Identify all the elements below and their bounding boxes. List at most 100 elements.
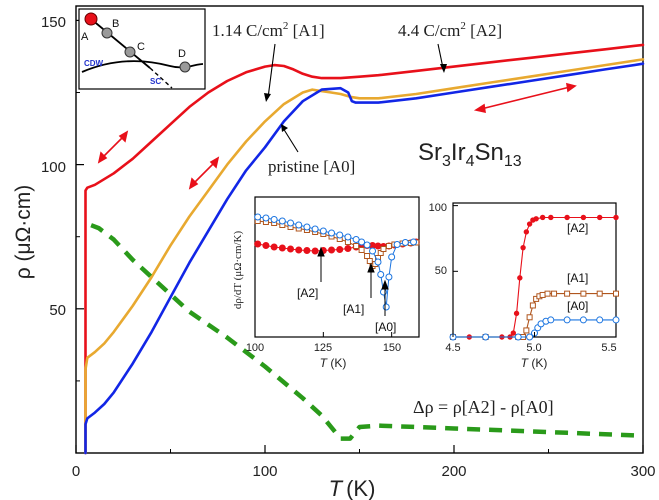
x-tick-label: 300	[630, 463, 655, 480]
derivative-series	[254, 213, 420, 311]
transition-inset-frame	[452, 202, 617, 338]
transition-label-a0: [A0]	[567, 299, 588, 313]
derivative-point-A0	[328, 229, 336, 237]
transition-point-A1	[526, 314, 533, 321]
pointer-pristine	[282, 127, 299, 153]
derivative-label-a1: [A1]	[343, 302, 364, 316]
series-line-A0	[84, 62, 645, 455]
x-tick-label: 100	[252, 463, 277, 480]
derivative-point-A0	[303, 223, 311, 231]
transition-y-tick: 100	[429, 202, 447, 214]
transition-point-A2	[533, 216, 539, 222]
sc-boundary-dashed	[149, 67, 173, 89]
phase-diagram-inset: A B C D CDW SC	[78, 8, 206, 90]
derivative-point-A0	[393, 241, 401, 248]
x-axis-label: T (K)	[329, 476, 376, 500]
cdw-boundary	[81, 60, 204, 73]
derivative-inset: 100 125 150 T (K) dρ/dT (μΩ·cm/K) [A2] […	[232, 196, 420, 370]
derivative-point-A1	[364, 253, 371, 259]
transition-y-tick: 50	[435, 265, 447, 277]
derivative-point-A0	[410, 238, 418, 246]
derivative-point-A0	[287, 219, 295, 227]
derivative-point-A0	[374, 258, 382, 266]
derivative-point-A0	[295, 221, 303, 229]
derivative-point-A1	[366, 258, 373, 264]
derivative-point-A2	[311, 247, 319, 255]
label-pristine: pristine [A0]	[268, 157, 355, 176]
derivative-point-A2	[287, 245, 295, 253]
x-tick-label: 0	[72, 463, 80, 480]
series-line-A1	[84, 58, 645, 455]
derivative-point-A0	[401, 239, 409, 246]
derivative-point-A2	[270, 243, 278, 251]
point-a-marker	[84, 12, 98, 26]
y-tick-label: 100	[41, 159, 66, 176]
transition-point-A1	[551, 290, 558, 297]
transition-point-A0	[526, 333, 534, 341]
transition-point-A2	[597, 214, 603, 221]
derivative-point-A2	[295, 246, 303, 254]
transition-point-A1	[523, 327, 530, 334]
pointer-a2-head	[440, 64, 447, 73]
derivative-point-A1	[353, 243, 360, 249]
transition-point-A2	[526, 221, 533, 227]
transition-point-A2	[539, 214, 546, 221]
derivative-point-A1	[358, 247, 365, 253]
sc-boundary	[90, 18, 151, 69]
transition-x-tick: 5.5	[601, 342, 616, 354]
label-delta-rho: Δρ = ρ[A2] - ρ[A0]	[413, 397, 554, 417]
transition-point-A1	[529, 302, 536, 309]
pointer-a1	[267, 43, 276, 99]
transition-point-A2	[510, 330, 517, 336]
transition-point-A1	[580, 290, 587, 297]
derivative-point-A0	[358, 238, 366, 246]
cdw-label: CDW	[84, 59, 104, 68]
derivative-point-A0	[385, 273, 393, 281]
point-b-marker	[101, 27, 113, 39]
point-d-label: D	[178, 48, 186, 60]
derivative-point-A0	[379, 288, 387, 296]
transition-point-A0	[596, 316, 604, 324]
derivative-point-A0	[336, 231, 344, 239]
derivative-x-tick: 150	[383, 342, 401, 354]
main-series-group	[84, 43, 645, 455]
label-a2-dose: 4.4 C/cm2 [A2]	[398, 20, 502, 40]
derivative-point-A2	[336, 246, 344, 253]
derivative-y-label: dρ/dT (μΩ·cm/K)	[232, 231, 244, 310]
derivative-x-tick: 125	[314, 342, 332, 354]
transition-point-A2	[520, 244, 526, 251]
y-axis-label: ρ (μΩ·cm)	[12, 185, 35, 280]
derivative-inset-frame	[254, 196, 420, 338]
series-line-Δρ	[90, 223, 644, 441]
derivative-ticks	[254, 332, 393, 337]
derivative-point-A2	[278, 244, 286, 252]
compound-formula: Sr3Ir4Sn13	[418, 139, 522, 170]
derivative-point-A0	[262, 214, 270, 222]
transition-point-A2	[517, 275, 523, 281]
transition-point-A1	[564, 290, 571, 297]
transition-point-A2	[580, 214, 587, 221]
transition-series	[449, 214, 620, 341]
transition-point-A0	[514, 333, 522, 341]
sweep-arrow	[188, 156, 220, 190]
transition-inset: 4.5 5.0 5.5 50 100 T (K) [A2] [A1] [A0]	[429, 202, 620, 370]
derivative-point-A0	[278, 217, 286, 225]
transition-point-A2	[564, 214, 570, 221]
pointer-a1-head	[264, 93, 271, 102]
pointer-pristine-head	[281, 124, 288, 132]
transition-point-A2	[513, 310, 520, 317]
sweep-arrow	[473, 82, 577, 114]
derivative-label-a0: [A0]	[375, 320, 396, 334]
series-line-A2	[84, 43, 645, 455]
derivative-point-A2	[328, 246, 336, 254]
derivative-point-A1	[385, 243, 392, 249]
point-a-label: A	[81, 31, 89, 43]
transition-label-a2: [A2]	[567, 221, 588, 235]
transition-point-A2	[523, 229, 530, 235]
derivative-point-A1	[380, 246, 387, 252]
derivative-label-a2: [A2]	[297, 286, 318, 300]
transition-point-A0	[612, 316, 620, 324]
derivative-x-tick: 100	[246, 342, 264, 354]
transition-point-A0	[563, 316, 571, 324]
